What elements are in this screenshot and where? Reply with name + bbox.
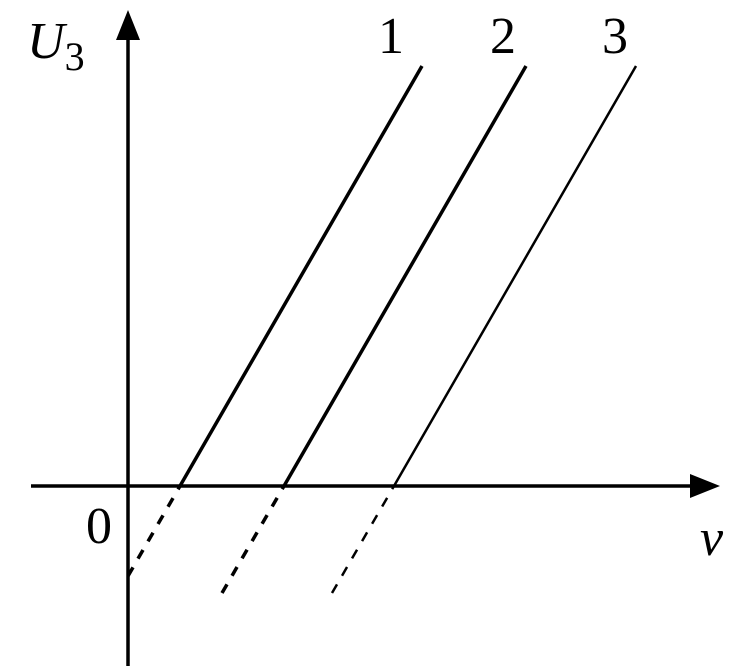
line-2-solid <box>284 66 526 486</box>
y-axis-label-main: U <box>27 13 68 70</box>
line-1-dashed <box>128 486 180 576</box>
line-2-dashed <box>222 486 284 593</box>
y-axis-label-sub: 3 <box>65 34 85 79</box>
line-3-label: 3 <box>602 8 628 65</box>
line-3-dashed <box>332 486 394 593</box>
line-3-solid <box>394 66 636 486</box>
x-axis-label: v <box>700 510 724 567</box>
line-2-label: 2 <box>490 8 516 65</box>
x-axis-arrow <box>690 474 720 498</box>
photoelectric-chart: U3 v 0 1 2 3 <box>0 0 753 666</box>
line-1-label: 1 <box>378 8 404 65</box>
y-axis-label: U3 <box>27 13 85 79</box>
origin-label: 0 <box>86 498 112 555</box>
y-axis-arrow <box>116 10 140 40</box>
line-1-solid <box>180 66 422 486</box>
